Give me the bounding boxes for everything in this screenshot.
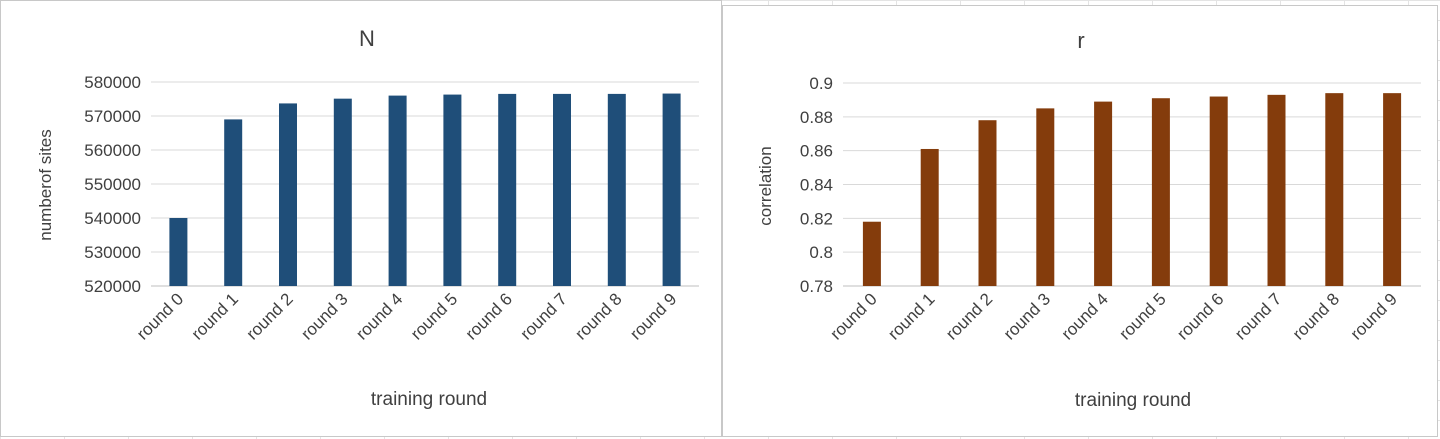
x-tick-label: round 7	[1231, 289, 1285, 343]
gridlines	[151, 81, 699, 287]
y-tick-label: 520000	[84, 277, 141, 296]
y-tick-label: 570000	[84, 107, 141, 126]
chart-r-panel[interactable]: r correlation training round 0.78 0.8 0.82…	[722, 5, 1438, 437]
chart-r: r correlation training round 0.78 0.8 0.82…	[756, 28, 1421, 411]
y-tick-label: 0.8	[809, 243, 833, 262]
x-tick-label: round 6	[1173, 289, 1227, 343]
y-tick-label: 580000	[84, 73, 141, 92]
bar-round-4	[388, 95, 407, 286]
bar-round-5	[1151, 98, 1170, 286]
bar-round-2	[279, 103, 297, 286]
x-axis-label: training round	[371, 389, 487, 410]
x-tick-label: round 1	[884, 289, 938, 343]
bar-round-3	[1036, 108, 1055, 286]
x-tick-labels: round 0 round 1 round 2 round 3 round 4 round…	[827, 289, 1401, 343]
x-tick-label: round 2	[942, 289, 996, 343]
bar-round-1	[920, 148, 939, 286]
y-tick-labels: 0.78 0.8 0.82 0.84 0.86 0.88 0.9	[800, 74, 833, 296]
chart-n: N numberof sites training round 520000 53…	[36, 26, 699, 410]
y-tick-label: 0.78	[800, 277, 833, 296]
bars	[169, 93, 681, 287]
bars	[862, 93, 1402, 287]
bar-round-6	[498, 93, 517, 287]
chart-title: N	[359, 26, 375, 51]
x-tick-label: round 3	[1000, 289, 1054, 343]
x-tick-label: round 0	[827, 289, 881, 343]
bar-round-4	[1094, 101, 1113, 286]
x-tick-label: round 6	[462, 289, 516, 343]
y-tick-label: 0.88	[800, 108, 833, 127]
x-tick-label: round 8	[1289, 289, 1343, 343]
bar-round-7	[1267, 94, 1286, 286]
bar-round-3	[333, 98, 352, 286]
x-axis-label: training round	[1075, 390, 1191, 411]
bar-round-7	[553, 93, 571, 287]
y-tick-label: 550000	[84, 175, 141, 194]
x-tick-label: round 8	[571, 289, 625, 343]
bar-round-0	[862, 221, 881, 286]
bar-round-6	[1209, 96, 1228, 287]
y-tick-label: 0.84	[800, 176, 833, 195]
y-tick-label: 0.86	[800, 142, 833, 161]
x-tick-label: round 3	[297, 289, 351, 343]
y-tick-label: 560000	[84, 141, 141, 160]
bar-round-5	[443, 94, 462, 286]
y-tick-label: 540000	[84, 209, 141, 228]
x-tick-label: round 9	[626, 289, 680, 343]
x-tick-label: round 0	[133, 289, 187, 343]
bar-round-9	[662, 93, 681, 286]
y-tick-label: 530000	[84, 243, 141, 262]
bar-round-8	[1325, 93, 1344, 287]
y-axis-label: numberof sites	[36, 129, 55, 241]
bar-round-8	[607, 93, 626, 287]
bar-round-1	[224, 119, 243, 287]
bar-round-9	[1383, 93, 1402, 287]
y-tick-label: 0.82	[800, 209, 833, 228]
y-tick-labels: 520000 530000 540000 550000 560000 570000 5800…	[84, 73, 141, 296]
chart-title: r	[1077, 28, 1084, 53]
gridlines	[843, 82, 1421, 287]
y-axis-label: correlation	[756, 146, 775, 225]
x-tick-label: round 5	[1116, 289, 1170, 343]
x-tick-label: round 4	[352, 289, 406, 343]
y-tick-label: 0.9	[809, 74, 833, 93]
x-tick-labels: round 0 round 1 round 2 round 3 round 4 round…	[133, 289, 680, 343]
bar-round-0	[169, 218, 188, 286]
x-tick-label: round 1	[188, 289, 242, 343]
x-tick-label: round 9	[1347, 289, 1401, 343]
bar-round-2	[978, 120, 997, 286]
chart-n-panel[interactable]: N numberof sites training round 520000 53…	[0, 0, 722, 437]
x-tick-label: round 4	[1058, 289, 1112, 343]
x-tick-label: round 2	[243, 289, 297, 343]
x-tick-label: round 5	[407, 289, 461, 343]
x-tick-label: round 7	[517, 289, 571, 343]
